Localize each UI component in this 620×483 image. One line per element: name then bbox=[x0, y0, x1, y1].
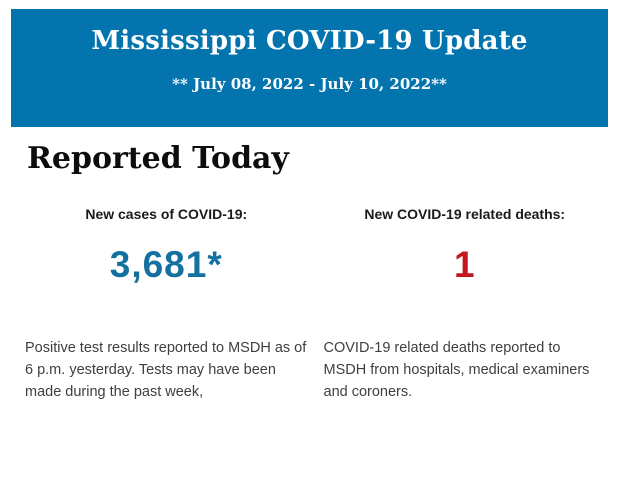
new-deaths-column: New COVID-19 related deaths: 1 COVID-19 … bbox=[324, 206, 607, 403]
report-content: Reported Today New cases of COVID-19: 3,… bbox=[0, 127, 620, 403]
banner-date-range: ** July 08, 2022 - July 10, 2022** bbox=[172, 75, 447, 93]
new-cases-value: 3,681* bbox=[109, 244, 223, 285]
new-cases-description: Positive test results reported to MSDH a… bbox=[25, 340, 307, 400]
new-deaths-value: 1 bbox=[453, 244, 476, 285]
new-deaths-description: COVID-19 related deaths reported to MSDH… bbox=[323, 340, 590, 400]
banner-title: Mississippi COVID-19 Update bbox=[91, 26, 528, 56]
new-cases-column: New cases of COVID-19: 3,681* Positive t… bbox=[25, 206, 308, 403]
new-cases-label: New cases of COVID-19: bbox=[85, 206, 248, 222]
new-deaths-label: New COVID-19 related deaths: bbox=[364, 206, 566, 222]
stats-columns: New cases of COVID-19: 3,681* Positive t… bbox=[25, 206, 606, 403]
report-heading: Reported Today bbox=[27, 141, 289, 176]
header-banner: Mississippi COVID-19 Update ** July 08, … bbox=[11, 9, 608, 127]
